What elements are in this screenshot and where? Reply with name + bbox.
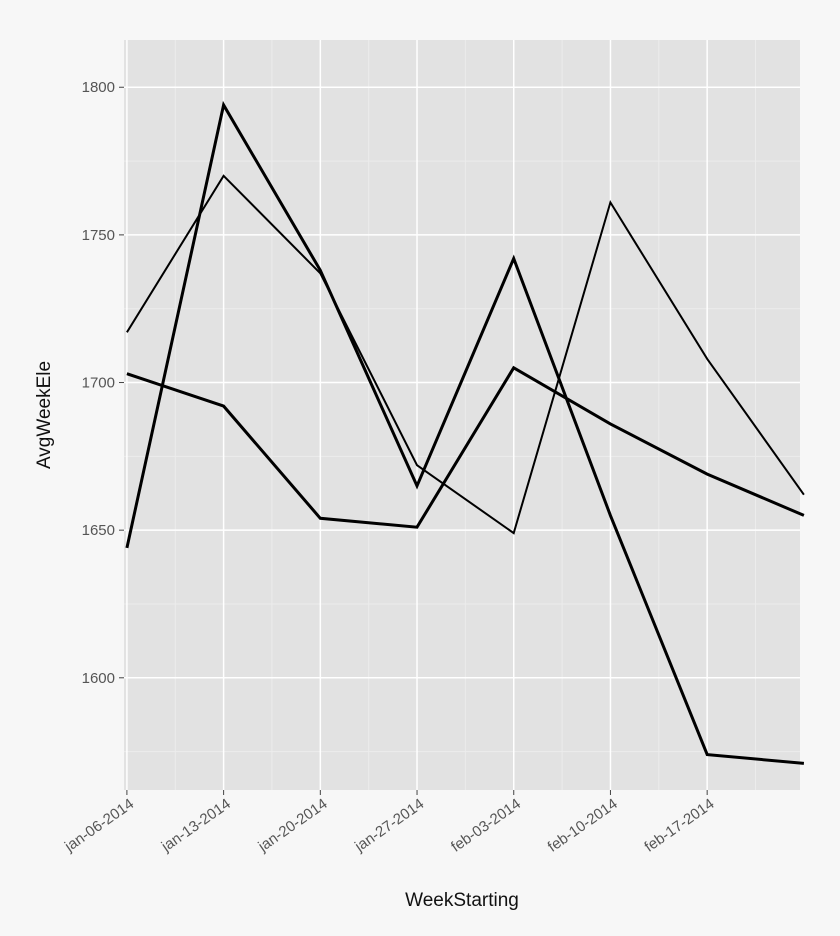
y-tick-label: 1800 xyxy=(82,79,115,96)
grid-lines xyxy=(124,40,800,790)
y-axis-title: AvgWeekEle xyxy=(34,361,55,469)
plot-panel xyxy=(124,40,800,790)
series-line-1 xyxy=(126,174,805,535)
y-tick-label: 1750 xyxy=(82,227,115,244)
y-tick-label: 1700 xyxy=(82,375,115,392)
series-lines xyxy=(125,100,805,765)
series-line-2 xyxy=(125,100,805,765)
y-tick-label: 1600 xyxy=(82,670,115,687)
x-axis-title: WeekStarting xyxy=(405,890,519,911)
series-line-3 xyxy=(126,365,805,529)
y-tick-label: 1650 xyxy=(82,522,115,539)
